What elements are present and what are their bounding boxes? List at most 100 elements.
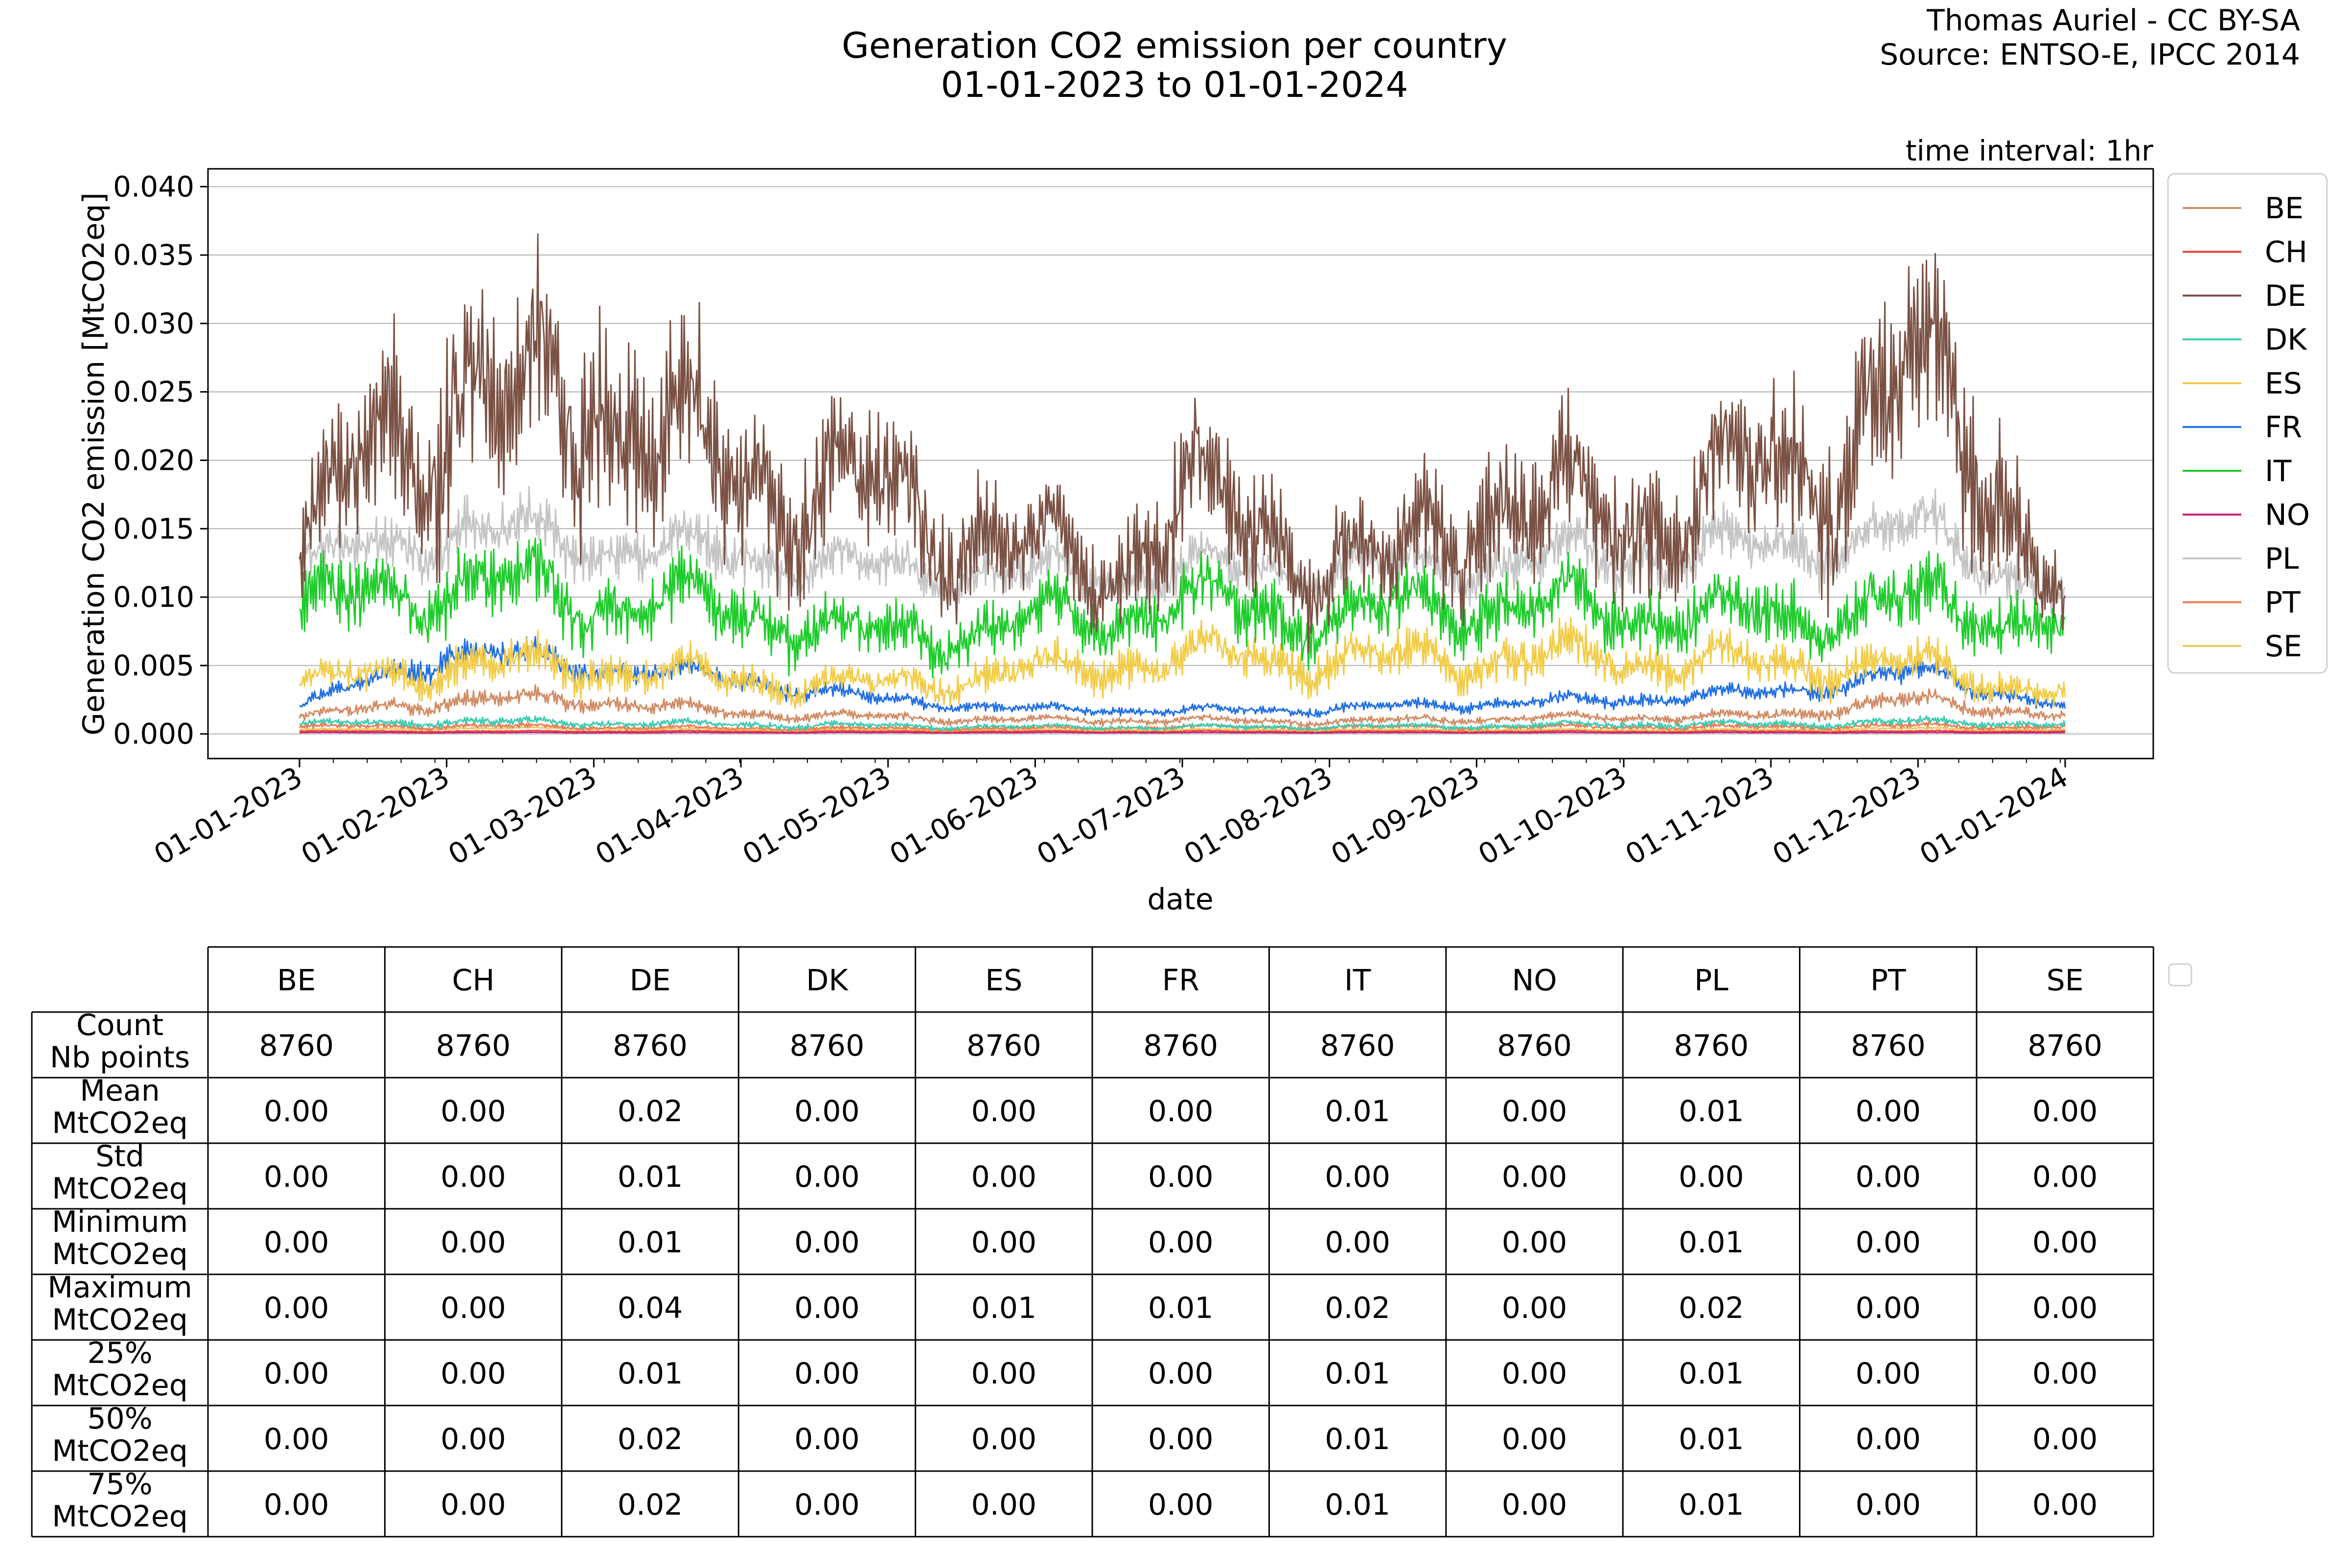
row-unit-label: MtCO2eq xyxy=(52,1434,188,1468)
table-cell: 0.00 xyxy=(794,1357,860,1391)
series-line-se xyxy=(299,725,2066,733)
chart-title-line2: 01-01-2023 to 01-01-2024 xyxy=(941,64,1408,105)
table-cell: 0.00 xyxy=(1502,1488,1567,1522)
series-line-it xyxy=(299,537,2066,678)
x-tick-label: 01-07-2023 xyxy=(1031,760,1191,871)
legend-label-no: NO xyxy=(2265,498,2310,532)
table-cell: 0.00 xyxy=(2032,1094,2098,1129)
plot-frame xyxy=(207,168,2154,760)
table-cell: 0.01 xyxy=(971,1291,1037,1325)
legend-label-de: DE xyxy=(2265,279,2306,313)
table-cell: 0.01 xyxy=(618,1225,683,1260)
table-cell: 0.00 xyxy=(1502,1094,1567,1129)
table-cell: 0.00 xyxy=(794,1160,860,1194)
table-cell: 0.01 xyxy=(1679,1422,1744,1456)
table-cell: 0.00 xyxy=(2032,1488,2098,1522)
table-cell: 0.00 xyxy=(2032,1291,2098,1325)
table-cell: 0.00 xyxy=(264,1488,329,1522)
table-cell: 0.00 xyxy=(1502,1291,1567,1325)
row-label: Maximum xyxy=(47,1270,192,1305)
legend-label-it: IT xyxy=(2265,454,2292,488)
table-cell: 0.01 xyxy=(1679,1488,1744,1522)
table-cell: 0.00 xyxy=(1856,1422,1921,1456)
table-cell: 0.00 xyxy=(1148,1488,1214,1522)
row-unit-label: MtCO2eq xyxy=(52,1106,188,1140)
table-cell: 0.01 xyxy=(618,1160,683,1194)
table-cell: 0.01 xyxy=(1325,1488,1390,1522)
column-header-se: SE xyxy=(2047,964,2084,998)
table-cell: 0.00 xyxy=(264,1094,329,1129)
table-cell: 8760 xyxy=(259,1029,334,1063)
y-tick-label: 0.025 xyxy=(113,375,194,409)
credit-source: Source: ENTSO-E, IPCC 2014 xyxy=(1880,38,2300,72)
table-cell: 0.00 xyxy=(1856,1094,1921,1129)
legend: BE CH DE DK ES FR IT NO PL PT SE xyxy=(2167,173,2328,674)
series-line-be xyxy=(299,684,2066,729)
y-tick-label: 0.035 xyxy=(113,238,194,272)
table-cell: 0.00 xyxy=(1856,1488,1921,1522)
table-cell: 0.00 xyxy=(971,1160,1037,1194)
row-label: Count xyxy=(76,1008,163,1042)
x-tick-label: 01-09-2023 xyxy=(1325,760,1485,871)
series-line-es xyxy=(299,617,2066,710)
table-cell: 0.00 xyxy=(1325,1160,1390,1194)
table-cell: 0.01 xyxy=(1679,1225,1744,1260)
credit-author: Thomas Auriel - CC BY-SA xyxy=(1926,3,2300,38)
table-cell: 0.00 xyxy=(2032,1422,2098,1456)
table-cell: 8760 xyxy=(436,1029,511,1063)
row-unit-label: MtCO2eq xyxy=(52,1368,188,1403)
row-unit-label: MtCO2eq xyxy=(52,1172,188,1206)
table-cell: 0.00 xyxy=(1502,1225,1567,1260)
table-cell: 0.00 xyxy=(1148,1094,1214,1129)
plot-area: 0.000 0.005 0.010 0.015 0.020 0.025 0.030 0.035… xyxy=(113,168,2154,872)
table-cell: 0.02 xyxy=(1679,1291,1744,1325)
legend-label-se: SE xyxy=(2265,629,2302,664)
column-header-de: DE xyxy=(629,964,670,998)
x-tick-label: 01-01-2023 xyxy=(148,760,308,871)
table-cell: 8760 xyxy=(1674,1029,1749,1063)
table-cell: 0.00 xyxy=(440,1357,506,1391)
table-cell: 0.00 xyxy=(1856,1160,1921,1194)
legend-label-pt: PT xyxy=(2265,586,2301,620)
x-tick-label: 01-06-2023 xyxy=(884,760,1043,871)
table-cell: 8760 xyxy=(790,1029,865,1063)
table-cell: 0.01 xyxy=(1325,1357,1390,1391)
table-cell: 0.00 xyxy=(440,1422,506,1456)
row-label: 75% xyxy=(87,1467,152,1501)
table-cell: 0.00 xyxy=(794,1094,860,1129)
table-cell: 0.02 xyxy=(1325,1291,1390,1325)
legend-label-be: BE xyxy=(2265,191,2303,226)
x-tick-label: 01-11-2023 xyxy=(1620,760,1779,871)
row-unit-label: MtCO2eq xyxy=(52,1499,188,1534)
table-cell: 8760 xyxy=(1143,1029,1218,1063)
table-cell: 0.00 xyxy=(794,1225,860,1260)
table-cell: 0.00 xyxy=(794,1422,860,1456)
y-tick-label: 0.020 xyxy=(113,444,194,477)
table-cell: 0.00 xyxy=(440,1094,506,1129)
table-cell: 0.00 xyxy=(264,1291,329,1325)
x-tick-label: 01-05-2023 xyxy=(737,760,897,871)
column-header-dk: DK xyxy=(806,964,849,998)
series-line-pl xyxy=(299,485,2066,619)
table-cell: 0.00 xyxy=(971,1094,1037,1129)
table-cell: 0.01 xyxy=(1325,1094,1390,1129)
table-legend-box xyxy=(2168,963,2192,987)
x-axis-ticks: 01-01-202301-02-202301-03-202301-04-2023… xyxy=(148,759,2073,872)
table-cell: 8760 xyxy=(2027,1029,2102,1063)
table-cell: 0.00 xyxy=(794,1291,860,1325)
table-cell: 0.00 xyxy=(1502,1357,1567,1391)
table-cell: 8760 xyxy=(1851,1029,1926,1063)
table-cell: 0.00 xyxy=(2032,1225,2098,1260)
column-header-ch: CH xyxy=(452,964,495,998)
table-cell: 0.00 xyxy=(264,1422,329,1456)
table-cell: 0.02 xyxy=(618,1094,683,1129)
legend-label-pl: PL xyxy=(2265,542,2299,576)
column-header-pt: PT xyxy=(1870,964,1906,998)
row-unit-label: MtCO2eq xyxy=(52,1237,188,1271)
table-cell: 0.00 xyxy=(440,1160,506,1194)
column-header-pl: PL xyxy=(1694,964,1728,998)
x-tick-label: 01-08-2023 xyxy=(1178,760,1338,871)
table-cell: 0.00 xyxy=(971,1225,1037,1260)
